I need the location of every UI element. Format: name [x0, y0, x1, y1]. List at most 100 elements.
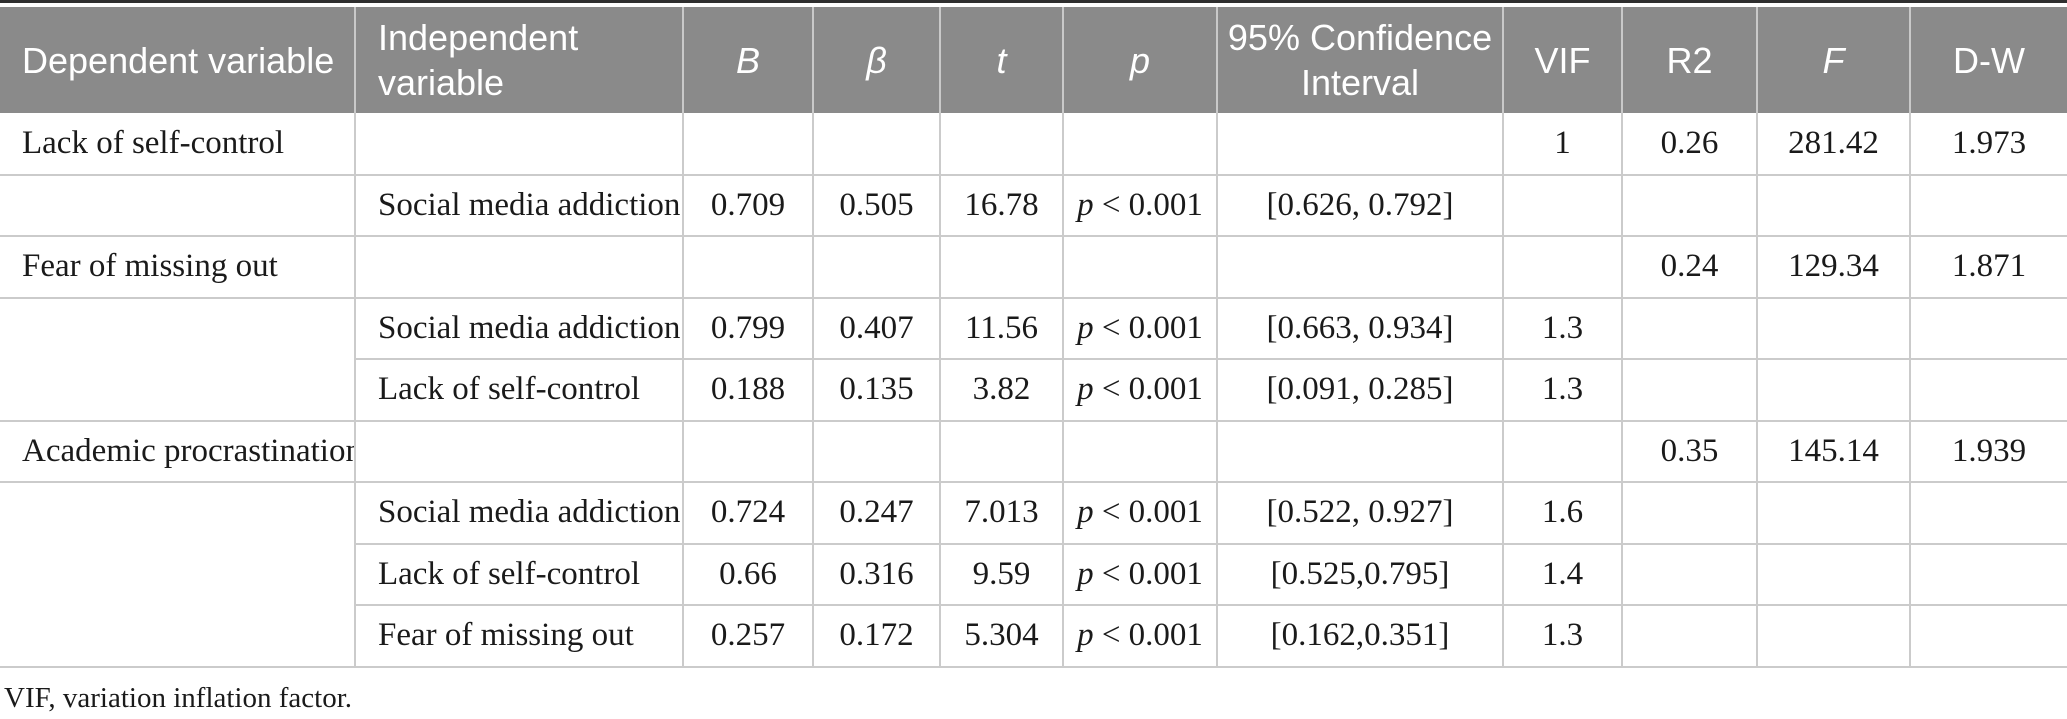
r2-cell	[1621, 604, 1758, 668]
beta-cell: 0.316	[812, 542, 941, 606]
ci-cell: [0.522, 0.927]	[1216, 481, 1504, 545]
r2-cell: 0.35	[1621, 419, 1758, 483]
col-header-f: F	[1756, 7, 1911, 113]
vif-cell: 1.6	[1502, 481, 1623, 545]
dw-cell	[1909, 358, 2067, 422]
beta-cell: 0.172	[812, 604, 941, 668]
r2-cell	[1621, 481, 1758, 545]
f-cell	[1756, 358, 1911, 422]
b-cell: 0.188	[682, 358, 814, 422]
dep-cell	[0, 296, 356, 422]
r2-cell	[1621, 358, 1758, 422]
p-cell: p < 0.001	[1062, 604, 1218, 668]
ci-cell: [0.091, 0.285]	[1216, 358, 1504, 422]
f-cell	[1756, 173, 1911, 237]
col-header-b: B	[682, 7, 814, 113]
regression-table-container: Dependent variable Independent variable …	[0, 0, 2067, 668]
col-header-dependent-variable: Dependent variable	[0, 7, 356, 113]
f-cell	[1756, 296, 1911, 360]
b-cell	[682, 419, 814, 483]
p-symbol: p	[1077, 309, 1094, 346]
ci-cell: [0.162,0.351]	[1216, 604, 1504, 668]
r2-cell: 0.24	[1621, 235, 1758, 299]
f-cell: 145.14	[1756, 419, 1911, 483]
ci-cell	[1216, 235, 1504, 299]
beta-cell: 0.135	[812, 358, 941, 422]
f-cell	[1756, 604, 1911, 668]
p-cell: p < 0.001	[1062, 542, 1218, 606]
regression-results-table: Dependent variable Independent variable …	[0, 7, 2067, 668]
b-cell: 0.724	[682, 481, 814, 545]
table-row: Fear of missing out 0.24 129.34 1.871	[0, 235, 2067, 299]
ind-cell: Lack of self-control	[355, 358, 684, 422]
vif-cell: 1	[1502, 113, 1623, 176]
col-header-beta: β	[812, 7, 941, 113]
ci-cell	[1216, 113, 1504, 176]
col-header-dw: D-W	[1909, 7, 2067, 113]
b-cell	[682, 235, 814, 299]
ind-cell: Fear of missing out	[355, 604, 684, 668]
f-cell	[1756, 542, 1911, 606]
p-cell	[1062, 235, 1218, 299]
table-row: Social media addiction 0.709 0.505 16.78…	[0, 173, 2067, 237]
dep-cell	[0, 173, 356, 237]
b-cell	[682, 113, 814, 176]
b-cell: 0.66	[682, 542, 814, 606]
col-header-r2: R2	[1621, 7, 1758, 113]
ind-cell: Social media addiction	[354, 296, 684, 360]
dw-cell: 1.939	[1909, 419, 2067, 483]
ind-cell	[354, 113, 684, 176]
table-row: Lack of self-control 0.188 0.135 3.82 p …	[0, 358, 2067, 422]
vif-cell	[1502, 419, 1623, 483]
ci-cell	[1216, 419, 1504, 483]
vif-cell	[1502, 235, 1623, 299]
table-footnote: VIF, variation inflation factor.	[4, 681, 352, 714]
t-cell	[939, 419, 1064, 483]
p-cell: p < 0.001	[1062, 173, 1218, 237]
beta-cell	[812, 419, 941, 483]
vif-cell	[1502, 173, 1623, 237]
f-cell	[1756, 481, 1911, 545]
r2-cell: 0.26	[1621, 113, 1758, 176]
beta-cell	[812, 235, 941, 299]
vif-cell: 1.3	[1502, 604, 1623, 668]
beta-cell: 0.505	[812, 173, 941, 237]
dw-cell	[1909, 481, 2067, 545]
table-row: Fear of missing out 0.257 0.172 5.304 p …	[0, 604, 2067, 668]
p-cell	[1062, 419, 1218, 483]
col-header-vif: VIF	[1502, 7, 1623, 113]
p-cell: p < 0.001	[1062, 481, 1218, 545]
ind-cell: Social media addiction	[354, 481, 684, 545]
p-symbol: p	[1077, 371, 1094, 408]
p-symbol: p	[1077, 617, 1094, 654]
t-cell: 9.59	[939, 542, 1064, 606]
table-row: Social media addiction 0.799 0.407 11.56…	[0, 296, 2067, 422]
dep-cell: Lack of self-control	[0, 113, 356, 176]
table-row: Academic procrastination 0.35 145.14 1.9…	[0, 419, 2067, 483]
table-row: Social media addiction 0.724 0.247 7.013…	[0, 481, 2067, 668]
col-header-t: t	[939, 7, 1064, 113]
ci-cell: [0.663, 0.934]	[1216, 296, 1504, 360]
r2-cell	[1621, 296, 1758, 360]
t-cell: 16.78	[939, 173, 1064, 237]
ind-cell	[354, 235, 684, 299]
dw-cell	[1909, 173, 2067, 237]
beta-cell: 0.407	[812, 296, 941, 360]
dep-cell: Fear of missing out	[0, 235, 356, 299]
p-cell: p < 0.001	[1062, 296, 1218, 360]
dep-cell: Academic procrastination	[0, 419, 356, 483]
beta-cell	[812, 113, 941, 176]
dw-cell	[1909, 296, 2067, 360]
b-cell: 0.257	[682, 604, 814, 668]
t-cell	[939, 235, 1064, 299]
dep-cell	[0, 481, 356, 668]
col-header-p: p	[1062, 7, 1218, 113]
t-cell	[939, 113, 1064, 176]
p-symbol: p	[1077, 494, 1094, 531]
beta-cell: 0.247	[812, 481, 941, 545]
b-cell: 0.709	[682, 173, 814, 237]
vif-cell: 1.3	[1502, 296, 1623, 360]
dw-cell: 1.871	[1909, 235, 2067, 299]
ci-cell: [0.525,0.795]	[1216, 542, 1504, 606]
p-cell: p < 0.001	[1062, 358, 1218, 422]
